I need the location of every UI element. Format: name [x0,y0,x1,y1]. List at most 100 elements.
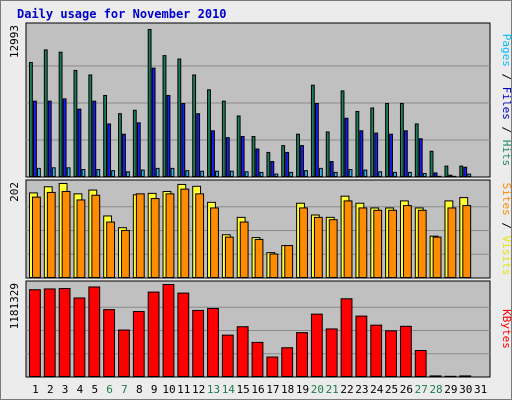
axis-label-pages-files-hits: Pages / Files / Hits [500,34,512,167]
x-tick-label: 18 [281,383,294,396]
bar-kbytes-day-21 [325,328,338,377]
bar-hits-day-10 [162,55,167,177]
axis-label-part: KBytes [500,309,512,349]
bar-files-day-25 [389,133,393,177]
bar-pages-day-23 [363,169,368,177]
bar-pages-day-22 [348,169,353,177]
bar-sites-day-11 [180,188,190,279]
bar-files-day-6 [107,123,112,177]
bar-sites-day-24 [373,209,383,278]
bar-pages-day-7 [126,171,130,178]
bar-sites-day-6 [106,221,116,279]
x-tick-label: 4 [77,383,84,396]
bar-pages-day-26 [407,171,412,177]
x-tick-label: 10 [162,383,175,396]
bar-sites-day-16 [254,238,264,278]
bar-hits-day-18 [281,145,286,177]
bar-hits-day-6 [103,94,108,177]
bar-hits-day-24 [370,107,375,177]
bar-hits-day-13 [207,89,211,177]
bar-kbytes-day-20 [310,313,323,378]
bar-files-day-23 [359,130,364,177]
bar-kbytes-day-3 [58,288,71,377]
bar-pages-day-2 [51,167,56,177]
bar-pages-day-10 [170,167,175,178]
bar-pages-day-12 [200,170,205,178]
bar-kbytes-day-5 [88,286,101,377]
bar-kbytes-day-9 [147,291,160,378]
bar-files-day-11 [181,102,186,177]
bar-hits-day-25 [385,102,389,177]
bar-files-day-5 [92,100,97,177]
x-tick-label: 19 [296,383,309,396]
bar-kbytes-day-4 [73,297,86,377]
bar-sites-day-17 [269,253,279,279]
bar-pages-day-21 [333,171,338,177]
bar-sites-day-8 [135,193,145,278]
bar-sites-day-23 [358,207,368,278]
bar-pages-day-30 [467,173,472,178]
bar-sites-day-28 [432,236,442,278]
x-tick-label: 14 [222,383,236,396]
bar-files-day-17 [270,161,275,177]
bar-hits-day-3 [58,51,63,178]
bar-files-day-14 [225,137,230,178]
axis-label-kbytes: KBytes [500,309,512,349]
x-tick-label: 6 [106,383,113,396]
bar-pages-day-9 [155,167,160,178]
bar-hits-day-17 [266,151,271,177]
axis-label-part: / [500,216,512,236]
bar-sites-day-4 [76,199,86,279]
bar-files-day-19 [300,145,304,177]
bar-kbytes-day-18 [281,347,294,378]
x-tick-label: 15 [237,383,250,396]
bar-kbytes-day-27 [414,349,427,378]
bar-files-day-9 [151,67,156,177]
x-tick-label: 20 [311,383,324,396]
bar-sites-day-30 [462,205,472,278]
bar-pages-day-6 [111,170,116,178]
bar-pages-day-11 [185,170,190,178]
bar-files-day-15 [240,135,245,177]
bar-sites-day-3 [61,190,71,279]
bar-sites-day-15 [239,221,249,279]
axis-label-part: Files [500,87,512,120]
bar-kbytes-day-8 [132,311,145,377]
bar-pages-day-20 [318,167,323,178]
bar-pages-day-14 [229,170,234,178]
axis-label-part: Hits [500,140,512,167]
bar-hits-day-5 [88,74,93,177]
bar-files-day-4 [77,108,82,177]
bar-sites-day-29 [447,207,457,278]
bar-kbytes-day-23 [355,315,368,377]
bar-sites-day-21 [328,219,338,279]
bar-sites-day-10 [165,193,175,278]
bar-kbytes-day-12 [192,309,205,377]
bar-sites-day-1 [32,196,41,278]
bar-files-day-22 [344,117,349,177]
x-tick-label: 13 [207,383,220,396]
x-tick-label: 7 [121,383,128,396]
bar-hits-day-4 [73,69,78,177]
axis-label-part: Pages [500,34,512,67]
bar-sites-day-25 [388,209,397,278]
bar-hits-day-11 [177,58,182,178]
x-tick-label: 29 [444,383,457,396]
bar-files-day-8 [136,122,141,177]
bar-kbytes-day-2 [43,288,56,378]
x-tick-label: 2 [47,383,54,396]
bar-kbytes-day-26 [399,325,412,378]
bar-kbytes-day-11 [177,292,190,377]
bar-sites-day-26 [402,205,412,278]
x-tick-label: 1 [32,383,39,396]
bar-kbytes-day-16 [251,341,264,378]
bar-hits-day-20 [310,84,315,177]
bar-files-day-13 [211,130,215,177]
x-tick-label: 25 [385,383,398,396]
x-tick-label: 26 [400,383,413,396]
bar-pages-day-4 [81,169,86,177]
bar-pages-day-3 [66,167,71,177]
x-tick-label: 12 [192,383,205,396]
bar-hits-day-16 [251,135,256,177]
